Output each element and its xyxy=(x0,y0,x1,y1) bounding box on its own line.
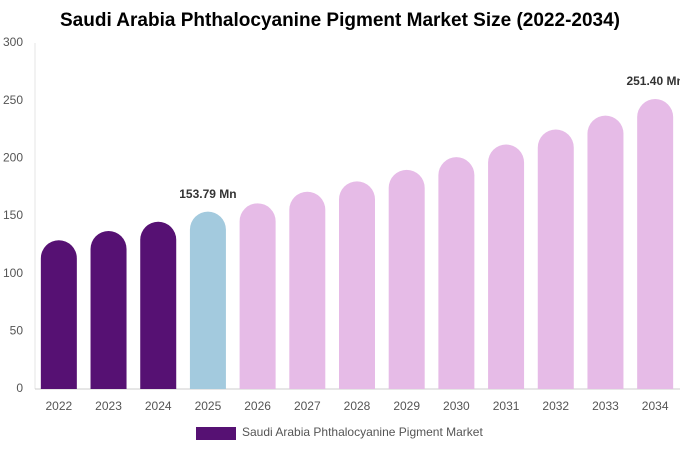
x-tick-label: 2025 xyxy=(195,399,222,413)
bar xyxy=(488,144,525,389)
bar xyxy=(289,191,326,389)
x-tick-label: 2033 xyxy=(592,399,619,413)
bar xyxy=(438,157,475,389)
x-tick-label: 2032 xyxy=(542,399,569,413)
x-tick-label: 2030 xyxy=(443,399,470,413)
y-tick-label: 200 xyxy=(3,151,23,165)
bar xyxy=(388,169,425,389)
bar xyxy=(339,181,375,389)
x-tick-label: 2029 xyxy=(393,399,420,413)
y-tick-label: 100 xyxy=(3,266,23,280)
bar xyxy=(140,221,177,389)
x-tick-label: 2027 xyxy=(294,399,321,413)
x-tick-label: 2026 xyxy=(244,399,271,413)
legend-label: Saudi Arabia Phthalocyanine Pigment Mark… xyxy=(242,425,483,439)
y-tick-label: 50 xyxy=(10,324,24,338)
x-tick-label: 2022 xyxy=(45,399,72,413)
bar xyxy=(537,129,574,389)
value-label: 153.79 Mn xyxy=(179,187,236,201)
x-tick-label: 2034 xyxy=(642,399,669,413)
bar xyxy=(637,99,674,389)
bar xyxy=(90,230,127,389)
x-tick-label: 2031 xyxy=(493,399,520,413)
y-tick-label: 300 xyxy=(3,35,23,49)
x-tick-label: 2023 xyxy=(95,399,122,413)
y-tick-label: 250 xyxy=(3,93,23,107)
bar xyxy=(587,115,624,389)
y-tick-label: 0 xyxy=(16,381,23,395)
legend-swatch xyxy=(196,427,236,440)
y-tick-label: 150 xyxy=(3,208,23,222)
x-tick-label: 2028 xyxy=(344,399,371,413)
x-tick-label: 2024 xyxy=(145,399,172,413)
chart-title: Saudi Arabia Phthalocyanine Pigment Mark… xyxy=(60,10,620,31)
value-label: 251.40 Mn xyxy=(626,74,680,88)
bar xyxy=(40,240,77,389)
bar xyxy=(189,211,226,389)
bar xyxy=(239,203,276,389)
